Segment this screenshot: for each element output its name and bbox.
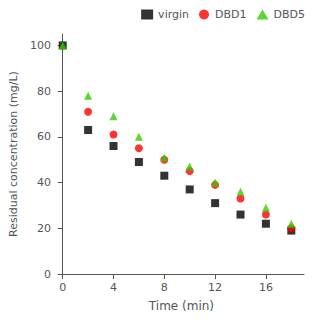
svg-text:Residual concentration (mg/L): Residual concentration (mg/L) <box>7 71 20 237</box>
svg-text:8: 8 <box>161 281 168 294</box>
svg-text:0: 0 <box>59 281 66 294</box>
svg-text:Time (min): Time (min) <box>148 299 214 313</box>
svg-text:80: 80 <box>37 85 51 98</box>
svg-text:12: 12 <box>208 281 222 294</box>
svg-text:40: 40 <box>37 176 51 189</box>
svg-text:100: 100 <box>30 39 51 52</box>
svg-text:virgin: virgin <box>158 8 189 21</box>
svg-text:60: 60 <box>37 130 51 143</box>
svg-text:4: 4 <box>110 281 117 294</box>
svg-text:16: 16 <box>259 281 273 294</box>
svg-text:DBD5: DBD5 <box>274 8 306 21</box>
svg-text:0: 0 <box>44 268 51 281</box>
svg-text:DBD1: DBD1 <box>215 8 247 21</box>
svg-text:20: 20 <box>37 222 51 235</box>
